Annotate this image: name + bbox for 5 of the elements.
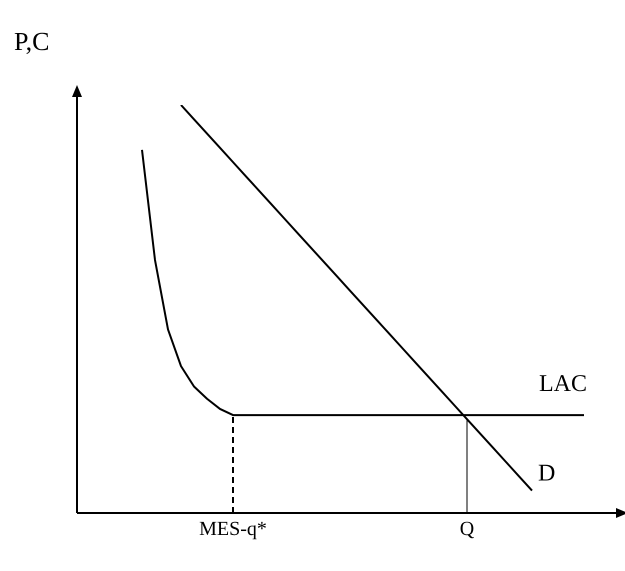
x-tick-label: Q	[460, 518, 475, 540]
series-label: D	[538, 460, 556, 487]
series-label: LAC	[539, 371, 587, 398]
x-tick-label: MES-q*	[199, 518, 267, 540]
y-axis-title: P,C	[14, 27, 50, 56]
